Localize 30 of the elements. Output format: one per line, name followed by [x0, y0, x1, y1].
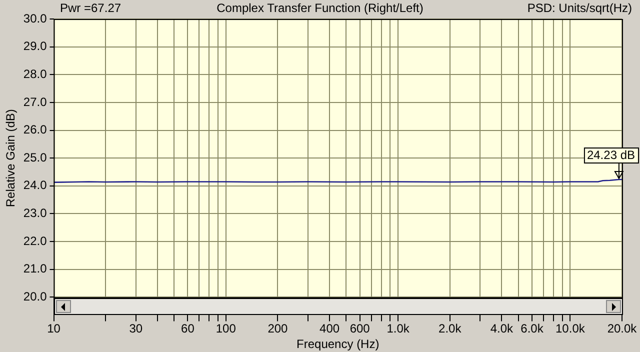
y-axis-title: Relative Gain (dB): [4, 109, 18, 208]
y-tick-label: 28.0: [23, 66, 48, 81]
y-tick-label: 22.0: [23, 234, 48, 248]
y-tick-label: 30.0: [23, 11, 48, 26]
x-tick-label: 4.0k: [490, 322, 514, 336]
x-axis-title: Frequency (Hz): [296, 337, 380, 352]
x-tick-label: 2.0k: [438, 322, 462, 336]
annotation: 24.23 dB: [586, 148, 636, 162]
y-tick-label: 29.0: [23, 39, 48, 54]
x-tick-label: 1.0k: [386, 322, 410, 336]
y-tick-label: 24.0: [23, 178, 48, 192]
x-tick-label: 10.0k: [556, 322, 586, 336]
x-tick-label: 10: [47, 322, 61, 336]
y-tick-label: 21.0: [23, 262, 48, 276]
x-tick-label: 200: [268, 322, 288, 336]
x-tick-label: 400: [320, 322, 340, 336]
x-tick-label: 30: [129, 322, 143, 336]
y-tick-label: 23.0: [23, 206, 48, 220]
y-tick-label: 26.0: [23, 122, 48, 137]
text: Pwr =67.27: [60, 1, 122, 15]
x-tick-label: 20.0k: [607, 322, 638, 336]
y-tick-label: 20.0: [23, 290, 48, 304]
y-tick-label: 27.0: [23, 94, 48, 109]
x-tick-label: 100: [216, 322, 236, 336]
x-tick-label: 60: [181, 322, 195, 336]
text: PSD: Units/sqrt(Hz): [527, 1, 632, 15]
y-tick-label: 25.0: [23, 150, 48, 164]
x-tick-label: 600: [350, 322, 370, 336]
chart-title: Complex Transfer Function (Right/Left): [216, 1, 424, 15]
x-tick-label: 6.0k: [520, 322, 544, 336]
